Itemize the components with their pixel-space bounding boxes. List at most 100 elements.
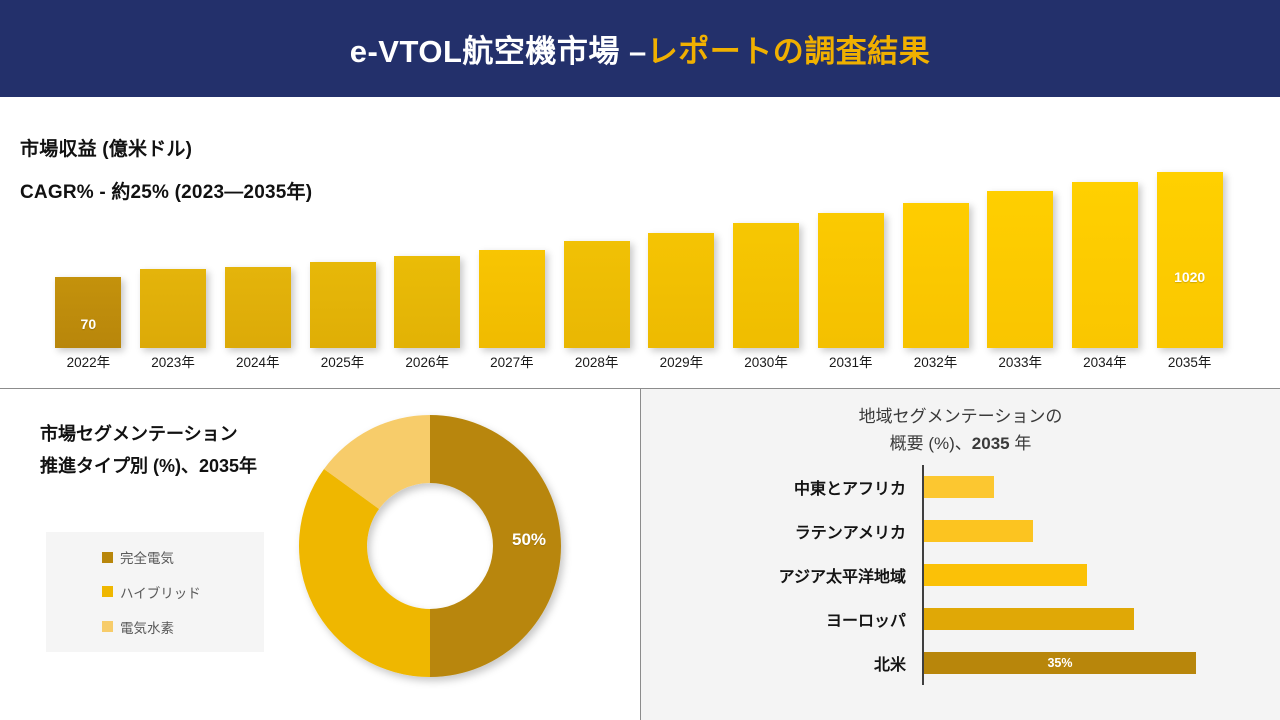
revenue-bar-item: [394, 256, 461, 348]
region-bar-chart: 中東とアフリカ ラテンアメリカアジア太平洋地域ヨーロッパ北米 35%: [641, 465, 1280, 697]
revenue-bar: [478, 249, 545, 348]
revenue-x-tick: 2030年: [744, 355, 788, 370]
donut-slice[interactable]: [324, 415, 430, 509]
region-bar-label: 北米: [873, 657, 906, 674]
revenue-bar-item: [902, 202, 969, 348]
donut-slice[interactable]: [299, 469, 430, 677]
revenue-bar: [394, 256, 461, 348]
region-bar-label: ラテンアメリカ: [794, 525, 906, 542]
region-bar-label: アジア太平洋地域: [778, 569, 906, 586]
donut-slice[interactable]: [430, 415, 561, 677]
revenue-x-tick: 2024年: [236, 355, 280, 370]
region-bar-label: 中東とアフリカ: [793, 481, 906, 498]
region-title-year: 2035: [971, 434, 1010, 454]
revenue-x-tick: 2027年: [490, 355, 534, 370]
kpi-revenue-label: 市場収益 (億米ドル): [20, 139, 193, 160]
revenue-x-axis: 2022年 2023年 2024年 2025年 2026年 2027年 2028年 2029年…: [46, 351, 1232, 381]
revenue-bars-plot: 70 1020: [46, 141, 1232, 348]
donut-legend-item[interactable]: 電気水素: [102, 617, 264, 637]
region-bar-track: 35%: [916, 641, 1280, 685]
region-bar[interactable]: [924, 476, 994, 498]
legend-swatch-icon: [102, 621, 113, 633]
revenue-x-tick: 2034年: [1083, 355, 1127, 370]
region-title-line2a: 概要 (%)、: [889, 434, 972, 454]
region-panel: 地域セグメンテーションの 概要 (%)、2035 年 中東とアフリカ ラテンアメリ…: [641, 389, 1280, 720]
region-bar-track: [916, 509, 1280, 553]
page-title-accent: レポートの調査結果: [646, 34, 931, 69]
region-bar[interactable]: [924, 520, 1033, 542]
donut-legend-label: 電気水素: [120, 620, 174, 636]
revenue-bar: [1071, 181, 1138, 348]
region-bar-row: 北米 35%: [641, 641, 1280, 685]
segmentation-title-line1: 市場セグメンテーション: [40, 424, 238, 444]
donut-chart: 50%: [290, 398, 590, 710]
legend-swatch-icon: [102, 586, 113, 598]
revenue-bar: [902, 202, 969, 348]
page-title-primary: e-VTOL航空機市場 –: [349, 34, 647, 69]
revenue-bar-item: [309, 261, 376, 348]
revenue-x-tick: 2033年: [998, 355, 1042, 370]
revenue-bar: 70: [55, 277, 122, 348]
revenue-bar-item: [648, 232, 715, 348]
revenue-bar: [563, 241, 630, 348]
revenue-x-tick: 2028年: [574, 355, 619, 370]
region-bar[interactable]: [924, 608, 1134, 630]
region-bar-row: ヨーロッパ: [641, 597, 1280, 641]
donut-primary-value: 50%: [512, 530, 547, 549]
revenue-bar-item: [987, 191, 1054, 348]
revenue-bar-item: [817, 212, 884, 348]
revenue-bar-item: [733, 222, 800, 348]
revenue-bar-item: [140, 269, 207, 348]
region-bar-row: 中東とアフリカ: [641, 465, 1280, 509]
region-bar[interactable]: [924, 564, 1088, 586]
page-title: e-VTOL航空機市場 –レポートの調査結果: [350, 26, 931, 71]
legend-swatch-icon: [102, 551, 113, 563]
revenue-bar: [140, 269, 207, 348]
revenue-bar-item: [563, 241, 630, 348]
horizontal-divider: [0, 388, 1280, 389]
region-bar-label: ヨーロッパ: [825, 613, 906, 630]
revenue-x-tick: 2023年: [151, 355, 195, 370]
revenue-bar-item: [478, 249, 545, 348]
donut-legend-item[interactable]: 完全電気: [102, 547, 264, 567]
region-bar[interactable]: 35%: [924, 652, 1196, 674]
segmentation-panel: 市場セグメンテーション 推進タイプ別 (%)、2035年 完全電気ハイブリッド電…: [0, 389, 640, 720]
segmentation-title-line2: 推進タイプ別 (%)、2035年: [40, 455, 258, 476]
region-title-line1: 地域セグメンテーションの: [858, 407, 1063, 426]
region-bar-track: [916, 553, 1280, 597]
vertical-divider: [640, 389, 641, 720]
revenue-bar-item: [1071, 181, 1138, 348]
region-y-axis: [922, 465, 924, 685]
revenue-bar: [224, 266, 291, 348]
revenue-bar-value: 70: [80, 316, 97, 333]
region-bar-row: アジア太平洋地域: [641, 553, 1280, 597]
revenue-x-tick: 2029年: [659, 355, 704, 370]
revenue-x-tick: 2031年: [829, 355, 873, 370]
revenue-x-tick: 2035年: [1167, 355, 1212, 370]
revenue-bar-value: 1020: [1174, 268, 1206, 285]
revenue-bar: [987, 191, 1054, 348]
revenue-x-tick: 2025年: [320, 355, 365, 370]
revenue-bar: [733, 222, 800, 348]
revenue-bar: [309, 261, 376, 348]
header-rule: [0, 97, 1280, 101]
revenue-bar-item: 1020: [1156, 172, 1223, 348]
region-bar-track: [916, 465, 1280, 509]
region-title: 地域セグメンテーションの 概要 (%)、2035 年: [641, 403, 1280, 457]
donut-svg: [299, 415, 561, 677]
revenue-x-tick: 2032年: [913, 355, 958, 370]
region-bar-track: [916, 597, 1280, 641]
header-banner: e-VTOL航空機市場 –レポートの調査結果: [0, 0, 1280, 97]
donut-legend-label: ハイブリッド: [120, 585, 201, 601]
donut-legend: 完全電気ハイブリッド 電気水素: [46, 532, 264, 652]
revenue-bar-item: 70: [55, 277, 122, 348]
revenue-bar-item: [224, 266, 291, 348]
kpi-cagr-label: CAGR% - 約25% (2023―2035年): [20, 182, 313, 203]
revenue-x-tick: 2026年: [405, 355, 449, 370]
donut-legend-item[interactable]: ハイブリッド: [102, 582, 264, 602]
revenue-chart-panel: 市場収益 (億米ドル) CAGR% - 約25% (2023―2035年) 70…: [0, 101, 1280, 388]
region-bar-value: 35%: [1047, 656, 1073, 670]
region-title-line2c: 年: [1009, 434, 1032, 454]
segmentation-title: 市場セグメンテーション 推進タイプ別 (%)、2035年: [40, 419, 340, 482]
